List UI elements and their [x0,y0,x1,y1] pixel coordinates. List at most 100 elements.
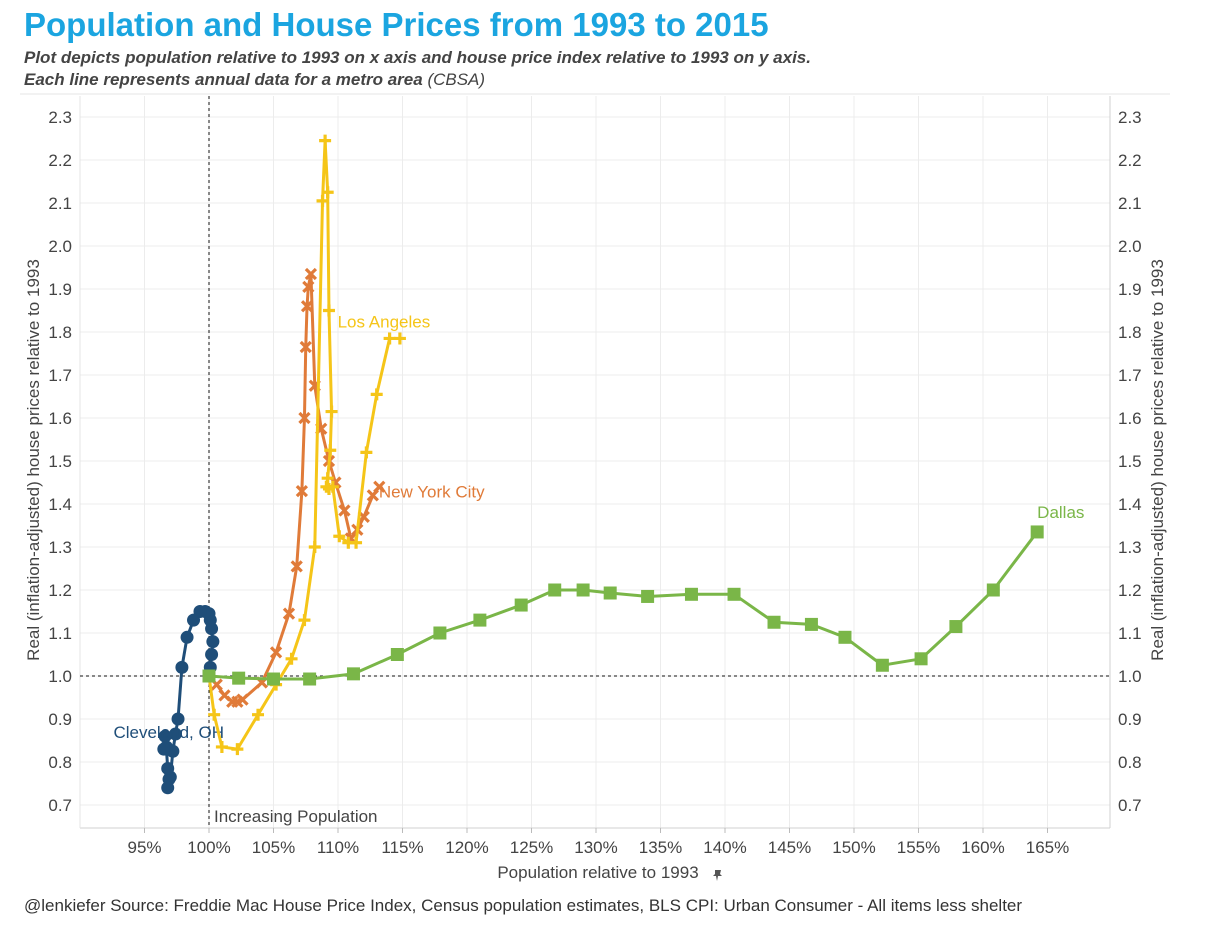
chart-area: Cleveland, OH New York City Los Angeles Dal… [20,93,1170,882]
x-tick-label: 155% [897,838,940,857]
data-point [282,607,296,620]
data-point [321,186,334,199]
data-point [548,583,562,597]
y-tick-label-left: 2.2 [48,151,72,170]
series-label: Los Angeles [338,312,431,331]
data-point [684,587,698,601]
data-point [208,708,221,721]
data-point [285,652,298,665]
x-tick-label: 165% [1026,838,1069,857]
y-tick-label-right: 1.7 [1118,366,1142,385]
data-point [333,530,346,543]
data-point [290,560,303,573]
y-tick-label-right: 0.8 [1118,753,1142,772]
y-tick-label-right: 1.2 [1118,581,1142,600]
data-point [393,332,406,345]
y-tick-label-right: 0.9 [1118,710,1142,729]
pin-icon[interactable] [713,870,722,881]
y-tick-label-right: 1.4 [1118,495,1142,514]
data-point [767,615,781,629]
data-point [433,626,447,640]
y-tick-label-right: 1.9 [1118,280,1142,299]
y-tick-label-left: 2.3 [48,108,72,127]
y-tick-label-right: 2.2 [1118,151,1142,170]
data-point [215,740,228,753]
y-tick-label-left: 1.5 [48,452,72,471]
y-tick-label-right: 1.3 [1118,538,1142,557]
y-tick-label-right: 2.0 [1118,237,1142,256]
x-tick-label: 115% [381,838,423,857]
data-point [269,646,283,659]
data-point [206,635,220,649]
x-tick-label: 120% [445,838,488,857]
x-tick-label: 135% [639,838,682,857]
data-point [299,340,312,354]
series-layer: Cleveland, OH New York City Los Angeles Dal… [113,134,1084,795]
axes-labels: 0.7 0.7 0.8 0.8 0.9 0.9 1.0 1.0 1.1 1.1 1.2 1.2 1.3 1… [48,108,1141,857]
data-point [949,620,963,634]
data-point [168,727,182,741]
data-point [338,504,351,517]
y-tick-label-left: 1.2 [48,581,72,600]
data-point [298,614,311,627]
y-tick-label-right: 2.1 [1118,194,1142,213]
data-point [187,613,201,627]
data-point [727,587,741,601]
data-point [161,761,175,775]
y-tick-label-left: 1.4 [48,495,72,514]
data-point [267,672,280,686]
y-tick-label-right: 2.3 [1118,108,1142,127]
data-point [324,444,337,457]
data-point [316,194,329,207]
y-tick-label-left: 2.1 [48,194,72,213]
data-point [322,304,335,317]
data-point [914,652,928,666]
data-point [298,411,311,425]
series-label: Dallas [1037,503,1084,522]
reference-lines [80,96,1110,828]
data-point [252,708,265,721]
data-point [514,598,528,612]
y-tick-label-right: 1.0 [1118,667,1142,686]
data-point [360,446,373,459]
x-tick-label: 125% [510,838,553,857]
data-point [236,693,249,706]
data-point [319,134,332,147]
y-axis-title-left: Real (inflation-adjusted) house prices r… [24,259,43,661]
data-point [304,267,318,281]
chart-title: Population and House Prices from 1993 to… [24,6,769,43]
y-tick-label-left: 1.1 [48,624,72,643]
data-point [171,712,185,726]
x-tick-label: 160% [961,838,1004,857]
y-tick-label-right: 1.5 [1118,452,1142,471]
series-dallas: Dallas [202,503,1084,686]
chart-subtitle-line1: Plot depicts population relative to 1993… [24,48,811,67]
data-point [875,658,889,672]
y-tick-label-left: 1.3 [48,538,72,557]
y-tick-label-right: 1.6 [1118,409,1142,428]
data-point [180,630,194,644]
x-axis-title: Population relative to 1993 [497,863,698,882]
series-line [208,531,1039,681]
y-tick-label-left: 0.9 [48,710,72,729]
source-note: @lenkiefer Source: Freddie Mac House Pri… [24,896,1023,915]
x-tick-label: 130% [574,838,617,857]
x-tick-label: 95% [127,838,161,857]
data-point [205,648,219,661]
data-point [473,613,487,627]
y-tick-label-left: 2.0 [48,237,72,256]
series-label: Cleveland, OH [113,723,224,742]
y-axis-title-right: Real (inflation-adjusted) house prices r… [1148,259,1167,661]
y-tick-label-left: 1.6 [48,409,72,428]
data-point [308,541,321,553]
data-point [1030,525,1044,539]
y-tick-label-left: 1.0 [48,667,72,686]
data-point [302,280,315,293]
data-point [325,405,338,418]
y-tick-label-left: 1.8 [48,323,72,342]
data-point [838,630,852,644]
y-tick-label-left: 0.8 [48,753,72,772]
data-point [157,742,171,756]
data-point [350,536,363,549]
data-point [804,617,818,631]
